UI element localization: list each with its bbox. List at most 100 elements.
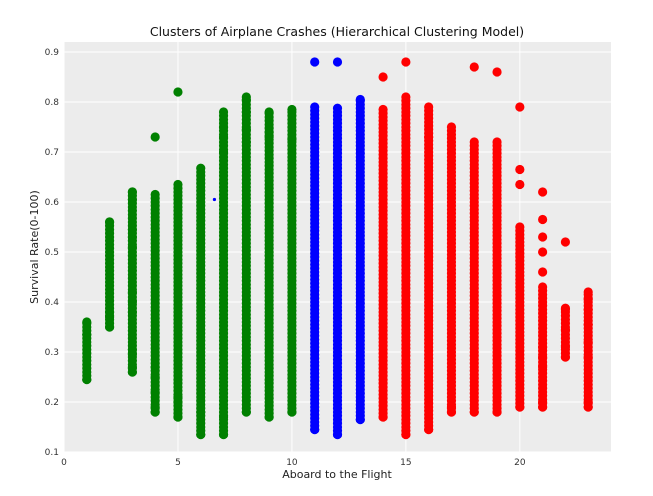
x-tick-label: 20 [514, 458, 526, 468]
data-point [515, 402, 525, 412]
data-point [560, 304, 571, 315]
data-point [332, 103, 343, 113]
data-points [82, 57, 593, 440]
data-point [127, 307, 137, 317]
data-point [218, 122, 229, 132]
y-axis-ticks: 0.1 0.2 0.3 0.4 0.5 0.6 0.7 0.8 0.9 [45, 48, 60, 458]
data-point [538, 267, 548, 277]
data-point [127, 344, 137, 355]
data-point [583, 304, 593, 315]
data-point [150, 402, 160, 412]
data-point [538, 397, 548, 407]
data-point [218, 132, 229, 142]
chart-title: Clusters of Airplane Crashes (Hierarchic… [150, 24, 524, 39]
data-point [310, 102, 320, 112]
data-point [401, 92, 411, 102]
data-point [82, 329, 92, 340]
y-tick-label: 0.9 [45, 48, 60, 58]
data-point [82, 374, 92, 385]
data-point [150, 362, 160, 372]
data-point [173, 392, 183, 402]
data-point [310, 424, 320, 435]
data-point [401, 57, 411, 67]
data-point [446, 402, 457, 412]
data-point [218, 107, 229, 117]
data-point [492, 407, 502, 417]
data-point [378, 104, 388, 115]
data-point [241, 94, 251, 105]
data-point [583, 397, 593, 407]
data-point [583, 319, 593, 330]
data-point [538, 362, 548, 372]
data-point [560, 342, 571, 352]
data-point [241, 137, 251, 147]
data-point [173, 179, 183, 190]
data-point [241, 107, 251, 117]
data-point [173, 412, 183, 422]
data-point [173, 87, 183, 97]
data-point [332, 57, 343, 67]
data-point [424, 132, 434, 142]
data-point [538, 232, 548, 242]
data-point [401, 429, 411, 440]
data-point [560, 237, 571, 247]
data-point [378, 72, 388, 82]
x-tick-label: 10 [286, 458, 298, 468]
data-point [241, 407, 251, 417]
y-axis-label: Survival Rate(0-100) [28, 190, 41, 304]
data-point [492, 137, 502, 147]
x-axis-label: Aboard to the Flight [282, 468, 392, 481]
data-point [241, 124, 251, 135]
data-point [218, 412, 229, 422]
y-tick-label: 0.8 [45, 98, 60, 108]
data-point [560, 352, 571, 362]
y-tick-label: 0.4 [45, 298, 60, 308]
data-point [538, 214, 548, 225]
data-point [127, 362, 137, 372]
y-tick-label: 0.3 [45, 348, 59, 358]
data-point [264, 412, 274, 422]
data-point [196, 429, 206, 440]
data-point [332, 429, 343, 440]
data-point [378, 412, 388, 422]
data-point [150, 132, 160, 142]
data-point [127, 242, 137, 252]
data-point [515, 164, 525, 175]
data-point [310, 57, 320, 67]
data-point [583, 294, 593, 305]
data-point [492, 67, 502, 77]
data-point [515, 102, 525, 112]
data-point [127, 232, 137, 242]
data-point [218, 147, 229, 157]
data-point [150, 372, 160, 382]
x-tick-label: 15 [400, 458, 411, 468]
data-point [515, 222, 525, 232]
data-point [127, 297, 137, 307]
x-tick-label: 0 [61, 458, 67, 468]
data-point [446, 122, 457, 132]
data-point [515, 179, 525, 190]
data-point [538, 187, 548, 197]
y-tick-label: 0.7 [45, 148, 59, 158]
x-tick-label: 5 [175, 458, 181, 468]
x-axis-ticks: 0 5 10 15 20 [61, 458, 526, 468]
data-point [104, 307, 115, 317]
data-point [538, 342, 548, 352]
data-point [127, 194, 137, 205]
data-point [287, 407, 297, 417]
data-point [264, 127, 274, 137]
data-point [264, 107, 274, 117]
data-point [538, 352, 548, 362]
data-point [127, 287, 137, 297]
data-point [150, 189, 160, 200]
y-tick-label: 0.2 [45, 398, 59, 408]
y-tick-label: 0.5 [45, 248, 59, 258]
data-point [104, 322, 115, 332]
data-point [127, 187, 137, 197]
data-point [583, 337, 593, 347]
data-point [150, 387, 160, 397]
data-point [583, 352, 593, 362]
data-point [212, 197, 217, 202]
data-point [82, 317, 92, 327]
data-point [355, 94, 365, 105]
